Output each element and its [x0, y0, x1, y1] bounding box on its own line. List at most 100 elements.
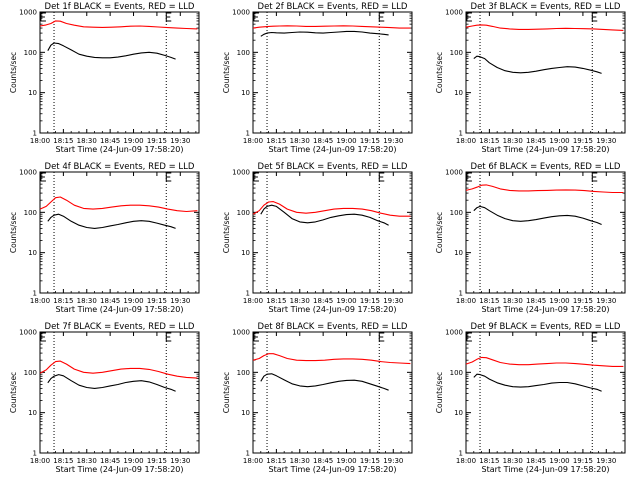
x-tick-label: 18:15 — [266, 297, 286, 305]
series-line-events — [473, 55, 602, 74]
series-line-lld — [39, 360, 198, 379]
y-tick-label: 1 — [459, 290, 463, 298]
x-tick-label: 18:15 — [53, 297, 73, 305]
y-axis-label: Counts/sec — [9, 372, 18, 413]
y-tick-label: 1000 — [232, 9, 250, 17]
plot-frame — [465, 171, 626, 294]
x-tick-label: 18:30 — [290, 137, 310, 145]
x-tick-label: 18:15 — [53, 137, 73, 145]
x-tick-label: 19:00 — [336, 297, 356, 305]
x-tick-label: 19:30 — [383, 137, 403, 145]
series-line-lld — [252, 25, 411, 29]
x-tick-label: 19:30 — [383, 457, 403, 465]
x-tick-label: 18:15 — [266, 137, 286, 145]
x-axis-label: Start Time (24-Jun-09 17:58:20) — [56, 305, 184, 314]
y-tick-label: 1 — [246, 290, 250, 298]
x-tick-label: 19:30 — [170, 137, 190, 145]
x-tick-label: 18:15 — [266, 457, 286, 465]
start-marker — [466, 172, 472, 182]
plot-frame — [252, 331, 413, 454]
x-axis-label: Start Time (24-Jun-09 17:58:20) — [269, 305, 397, 314]
series-line-events — [260, 373, 389, 391]
end-marker — [165, 12, 172, 22]
x-tick-label: 19:30 — [170, 297, 190, 305]
chart-title: Det 2f BLACK = Events, RED = LLD — [258, 2, 408, 12]
y-tick-label: 100 — [237, 369, 250, 377]
x-axis-label: Start Time (24-Jun-09 17:58:20) — [56, 145, 184, 154]
x-tick-label: 19:15 — [573, 137, 593, 145]
x-tick-label: 18:00 — [243, 137, 263, 145]
end-marker — [165, 332, 172, 342]
y-tick-label: 10 — [28, 409, 37, 417]
x-tick-label: 18:00 — [30, 457, 50, 465]
x-tick-label: 18:45 — [313, 457, 333, 465]
y-tick-label: 100 — [237, 49, 250, 57]
y-tick-label: 10 — [241, 409, 250, 417]
x-tick-label: 18:30 — [503, 457, 523, 465]
y-tick-label: 10 — [454, 249, 463, 257]
series-line-lld — [465, 24, 624, 31]
y-axis-label: Counts/sec — [222, 372, 231, 413]
chart-title: Det 4f BLACK = Events, RED = LLD — [45, 162, 195, 172]
x-tick-label: 19:00 — [549, 297, 569, 305]
plot-frame — [252, 11, 413, 134]
y-tick-label: 100 — [237, 209, 250, 217]
series-line-lld — [465, 356, 624, 367]
x-axis-label: Start Time (24-Jun-09 17:58:20) — [482, 465, 610, 474]
y-tick-label: 1000 — [19, 329, 37, 337]
x-axis-label: Start Time (24-Jun-09 17:58:20) — [269, 145, 397, 154]
x-tick-label: 18:00 — [456, 297, 476, 305]
x-tick-label: 19:15 — [147, 297, 167, 305]
y-tick-label: 100 — [450, 209, 463, 217]
x-tick-label: 18:30 — [290, 297, 310, 305]
chart-title: Det 5f BLACK = Events, RED = LLD — [258, 162, 408, 172]
x-tick-label: 19:00 — [549, 457, 569, 465]
start-marker — [40, 332, 46, 342]
x-axis-label: Start Time (24-Jun-09 17:58:20) — [56, 465, 184, 474]
end-marker — [591, 12, 598, 22]
x-tick-label: 18:00 — [243, 457, 263, 465]
x-tick-label: 18:30 — [77, 297, 97, 305]
y-tick-label: 100 — [24, 49, 37, 57]
x-tick-label: 18:45 — [100, 297, 120, 305]
y-tick-label: 10 — [241, 249, 250, 257]
x-tick-label: 19:00 — [123, 457, 143, 465]
x-tick-label: 19:15 — [147, 457, 167, 465]
plot-frame — [39, 331, 200, 454]
x-axis-label: Start Time (24-Jun-09 17:58:20) — [482, 145, 610, 154]
y-tick-label: 100 — [450, 369, 463, 377]
y-tick-label: 1 — [246, 450, 250, 458]
series-line-events — [473, 373, 602, 392]
x-tick-label: 18:45 — [526, 137, 546, 145]
end-marker — [378, 332, 385, 342]
x-tick-label: 18:45 — [313, 297, 333, 305]
end-marker — [591, 332, 598, 342]
start-marker — [253, 172, 259, 182]
chart-title: Det 1f BLACK = Events, RED = LLD — [45, 2, 195, 12]
x-tick-label: 19:15 — [147, 137, 167, 145]
x-tick-label: 18:15 — [479, 137, 499, 145]
series-line-events — [47, 374, 176, 392]
end-marker — [591, 172, 598, 182]
x-tick-label: 18:45 — [100, 137, 120, 145]
x-tick-label: 18:00 — [456, 137, 476, 145]
x-tick-label: 19:30 — [383, 297, 403, 305]
start-marker — [466, 12, 472, 22]
y-tick-label: 10 — [241, 89, 250, 97]
end-marker — [165, 172, 172, 182]
x-tick-label: 18:30 — [503, 297, 523, 305]
x-tick-label: 19:00 — [336, 457, 356, 465]
y-tick-label: 10 — [28, 249, 37, 257]
series-line-events — [47, 213, 176, 229]
x-tick-label: 18:45 — [313, 137, 333, 145]
y-axis-label: Counts/sec — [9, 212, 18, 253]
x-tick-label: 18:15 — [479, 297, 499, 305]
y-tick-label: 100 — [24, 209, 37, 217]
chart-title: Det 9f BLACK = Events, RED = LLD — [471, 322, 621, 332]
